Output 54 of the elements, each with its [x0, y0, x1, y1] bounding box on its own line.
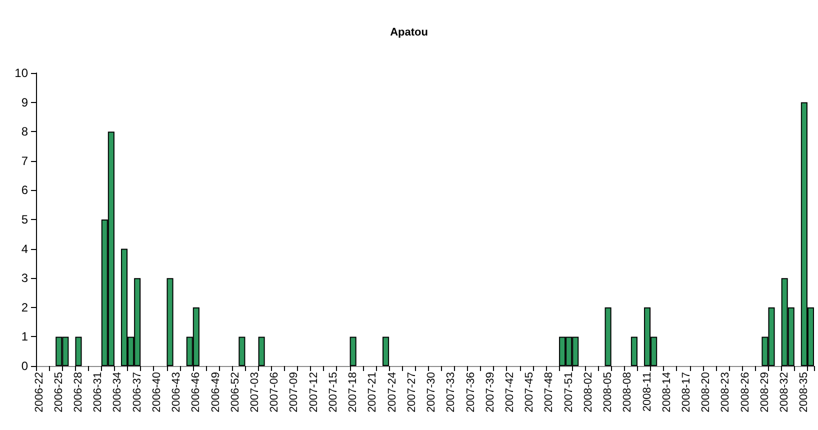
x-tick-label: 2006-46 [190, 372, 202, 412]
x-tick-label: 2008-35 [798, 372, 810, 412]
y-tick-label: 3 [21, 271, 28, 286]
x-tick-label: 2008-14 [660, 372, 673, 412]
y-tick-label: 8 [21, 124, 28, 139]
x-tick-label: 2007-15 [327, 372, 340, 412]
x-tick-label: 2007-33 [445, 372, 458, 412]
x-tick-label: 2008-26 [739, 372, 752, 412]
x-tick-label: 2008-20 [700, 372, 712, 412]
y-tick-label: 2 [21, 300, 28, 314]
x-tick-label: 2007-21 [366, 372, 379, 412]
chart-title: Apatou [390, 26, 428, 38]
y-tick-label: 5 [21, 212, 28, 226]
x-tick-label: 2007-48 [543, 372, 556, 412]
x-tick-label: 2006-28 [72, 372, 84, 412]
x-tick-label: 2007-45 [524, 372, 536, 412]
x-tick-label: 2006-34 [112, 372, 124, 412]
x-tick-label: 2006-37 [131, 372, 144, 412]
x-tick-label: 2008-29 [758, 372, 771, 412]
x-tick-label: 2006-22 [33, 372, 46, 412]
x-tick-label: 2006-43 [170, 372, 183, 412]
x-tick-label: 2007-39 [484, 372, 496, 412]
x-tick-label: 2008-23 [720, 372, 732, 412]
x-tick-label: 2007-36 [464, 372, 477, 412]
x-tick-label: 2006-25 [52, 372, 65, 412]
x-tick-label: 2007-42 [504, 372, 516, 412]
bar [382, 336, 390, 366]
x-tick-label: 2006-40 [150, 372, 163, 412]
y-tick-label: 9 [21, 95, 28, 110]
x-tick-label: 2008-17 [680, 372, 693, 412]
bar [238, 336, 246, 366]
x-tick-label: 2007-27 [406, 372, 418, 412]
x-tick-label: 2006-52 [229, 372, 242, 412]
x-tick-label: 2007-51 [562, 372, 575, 412]
y-tick-label: 0 [21, 359, 28, 373]
x-tick-label: 2008-05 [602, 372, 614, 412]
y-tick-label: 1 [21, 330, 28, 344]
x-tick-label: 2008-02 [582, 372, 594, 412]
x-tick-label: 2007-06 [268, 372, 281, 412]
x-tick-label: 2007-30 [426, 372, 438, 412]
x-tick-label: 2007-24 [386, 372, 398, 412]
x-tick-label: 2008-32 [778, 372, 791, 412]
y-tick-label: 10 [14, 66, 28, 80]
y-tick-label: 6 [21, 183, 28, 198]
x-tick-label: 2007-03 [249, 372, 262, 412]
x-tick-label: 2007-09 [288, 372, 300, 412]
x-tick-label: 2008-08 [622, 372, 634, 412]
y-tick-label: 7 [21, 154, 28, 168]
x-tick-label: 2006-31 [92, 372, 104, 412]
y-tick-label: 4 [21, 242, 28, 256]
x-tick-label: 2007-18 [347, 372, 360, 412]
x-tick-label: 2007-12 [308, 372, 320, 412]
x-tick-label: 2008-11 [641, 372, 654, 412]
x-tick-label: 2006-49 [210, 372, 222, 412]
